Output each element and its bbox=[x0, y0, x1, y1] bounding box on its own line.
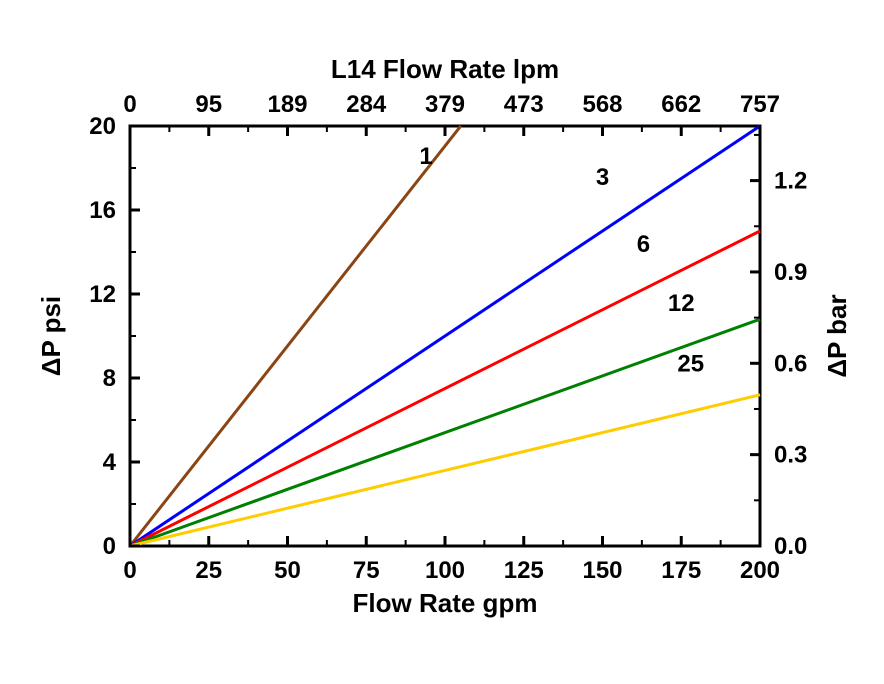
x-top-tick-label: 473 bbox=[504, 91, 544, 118]
x-bottom-tick-label: 75 bbox=[353, 557, 380, 584]
y-left-tick-label: 20 bbox=[89, 113, 116, 140]
y-right-tick-label: 1.2 bbox=[774, 168, 807, 195]
flow-rate-chart: 0255075100125150175200095189284379473568… bbox=[0, 0, 884, 684]
y-right-tick-label: 0.9 bbox=[774, 259, 807, 286]
y-left-tick-label: 12 bbox=[89, 281, 116, 308]
x-bottom-tick-label: 175 bbox=[661, 557, 701, 584]
series-line-6 bbox=[130, 231, 760, 546]
series-line-1 bbox=[130, 126, 461, 546]
y-right-title: ΔP bar bbox=[822, 294, 852, 377]
x-bottom-tick-label: 150 bbox=[582, 557, 622, 584]
x-top-tick-label: 757 bbox=[740, 91, 780, 118]
x-top-tick-label: 662 bbox=[661, 91, 701, 118]
x-top-tick-label: 284 bbox=[346, 91, 387, 118]
series-line-12 bbox=[130, 319, 760, 546]
x-bottom-tick-label: 25 bbox=[195, 557, 222, 584]
x-bottom-tick-label: 200 bbox=[740, 557, 780, 584]
series-line-25 bbox=[130, 395, 760, 546]
x-top-tick-label: 189 bbox=[267, 91, 307, 118]
x-bottom-tick-label: 100 bbox=[425, 557, 465, 584]
x-top-title: L14 Flow Rate lpm bbox=[331, 54, 559, 84]
x-bottom-tick-label: 50 bbox=[274, 557, 301, 584]
series-line-3 bbox=[130, 126, 760, 546]
y-right-tick-label: 0.6 bbox=[774, 350, 807, 377]
series-label-3: 3 bbox=[596, 164, 609, 191]
x-bottom-tick-label: 125 bbox=[504, 557, 544, 584]
x-top-tick-label: 0 bbox=[123, 91, 136, 118]
series-group bbox=[130, 126, 760, 546]
series-label-25: 25 bbox=[677, 351, 704, 378]
x-bottom-tick-label: 0 bbox=[123, 557, 136, 584]
y-left-tick-label: 16 bbox=[89, 197, 116, 224]
y-left-tick-label: 0 bbox=[103, 533, 116, 560]
series-label-1: 1 bbox=[419, 143, 432, 170]
y-right-tick-label: 0.0 bbox=[774, 533, 807, 560]
x-top-tick-label: 568 bbox=[582, 91, 622, 118]
x-bottom-title: Flow Rate gpm bbox=[353, 588, 538, 618]
y-left-tick-label: 4 bbox=[103, 449, 117, 476]
series-label-6: 6 bbox=[637, 231, 650, 258]
y-left-tick-label: 8 bbox=[103, 365, 116, 392]
y-right-tick-label: 0.3 bbox=[774, 442, 807, 469]
y-left-title: ΔP psi bbox=[36, 296, 66, 376]
x-top-tick-label: 95 bbox=[195, 91, 222, 118]
series-label-12: 12 bbox=[668, 290, 695, 317]
x-top-tick-label: 379 bbox=[425, 91, 465, 118]
